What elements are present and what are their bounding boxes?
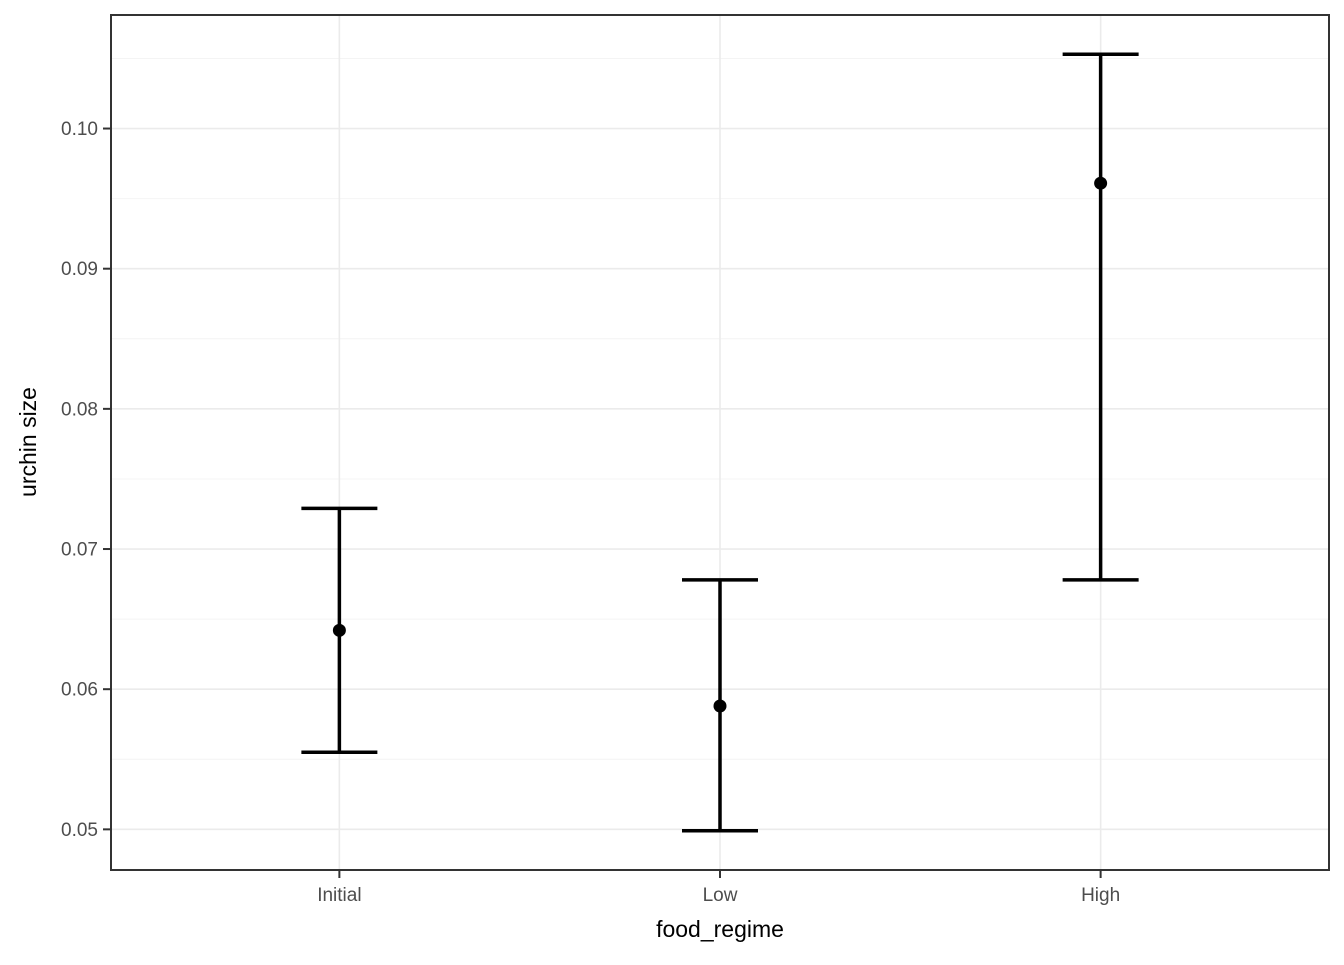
point-estimate (332, 623, 346, 637)
y-axis-title: urchin size (15, 387, 41, 497)
x-axis-title: food_regime (656, 916, 784, 942)
y-tick-label: 0.06 (61, 680, 98, 701)
point-estimate (1094, 176, 1108, 190)
y-tick-label: 0.09 (61, 259, 98, 280)
x-tick-label: High (1081, 885, 1120, 906)
y-tick-label: 0.08 (61, 399, 98, 420)
errorbar-high (1062, 52, 1139, 582)
plot-layers: 0.05 0.06 0.07 0.08 0.09 0.10 Initial Low High (61, 14, 1330, 906)
x-tick-label: Low (703, 885, 738, 906)
point-estimate (713, 699, 727, 713)
y-tick-label: 0.07 (61, 540, 98, 561)
y-tick-label: 0.05 (61, 820, 98, 841)
errorbar-initial (301, 506, 378, 755)
y-tick-label: 0.10 (61, 119, 98, 140)
x-tick-label: Initial (317, 885, 361, 906)
errorbar-low (682, 578, 758, 833)
